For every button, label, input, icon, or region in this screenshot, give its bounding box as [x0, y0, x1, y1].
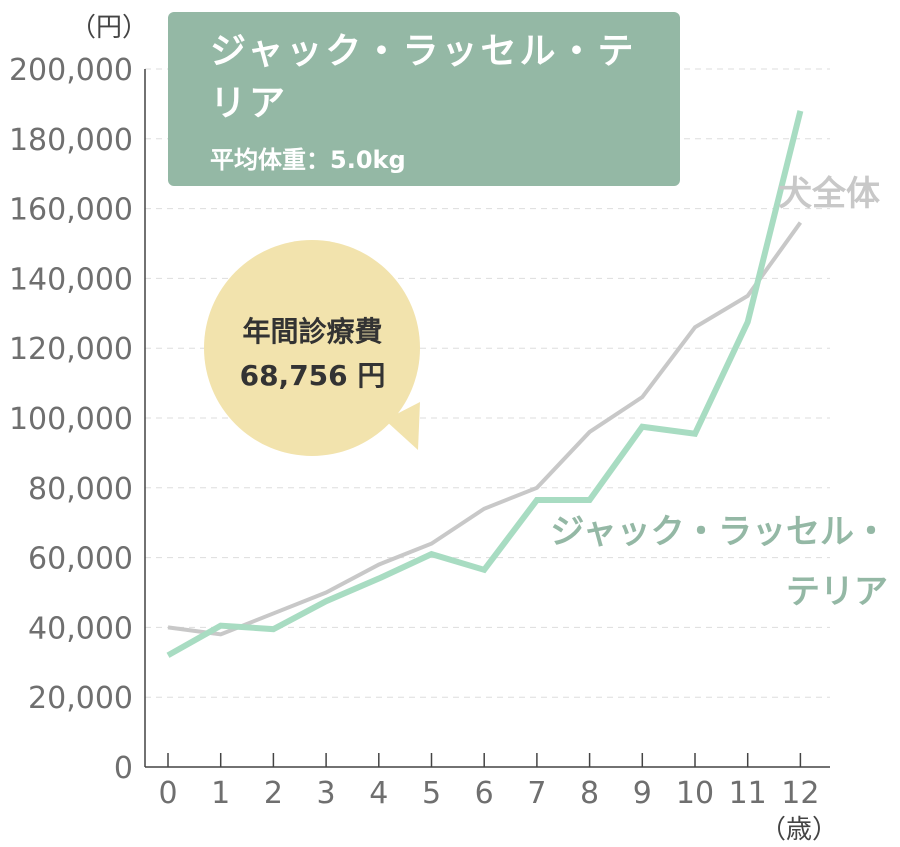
- callout-tail: [385, 402, 420, 450]
- x-tick-label: 3: [317, 776, 336, 811]
- y-tick-label: 20,000: [28, 681, 133, 716]
- y-tick-labels: 0 20,000 40,000 60,000 80,000 100,000 120,000 1…: [9, 53, 133, 786]
- y-tick-label: 140,000: [9, 262, 133, 297]
- chart-subtitle: 平均体重：5.0kg: [210, 146, 406, 174]
- y-tick-label: 80,000: [28, 472, 133, 507]
- series-label-jrt-line2: テリア: [786, 572, 888, 612]
- title-box: ジャック・ラッセル・テリア 平均体重：5.0kg: [168, 12, 680, 186]
- x-tick-label: 2: [264, 776, 283, 811]
- callout-text: 年間診療費 68,756 円: [205, 310, 420, 398]
- y-tick-label: 180,000: [9, 123, 133, 158]
- x-tick-labels: 0 1 2 3 4 5 6 7 8 9 10 11 12: [158, 776, 819, 811]
- x-tick-label: 12: [781, 776, 819, 811]
- x-tick-label: 0: [158, 776, 177, 811]
- y-tick-label: 0: [114, 751, 133, 786]
- y-tick-label: 40,000: [28, 611, 133, 646]
- series-label-all-dogs: 犬全体: [778, 174, 880, 214]
- x-tick-label: 6: [475, 776, 494, 811]
- x-tick-label: 4: [369, 776, 388, 811]
- y-tick-label: 120,000: [9, 332, 133, 367]
- series-line-jrt: [166, 110, 804, 658]
- x-axis-unit: （歳）: [760, 815, 838, 845]
- y-tick-label: 200,000: [9, 53, 133, 88]
- callout-circle: [204, 240, 420, 456]
- y-tick-label: 100,000: [9, 402, 133, 437]
- callout-value: 68,756 円: [239, 359, 386, 392]
- series-line-all-dogs: [167, 221, 803, 637]
- y-tick-label: 60,000: [28, 542, 133, 577]
- callout-bubble: [204, 240, 420, 456]
- x-tick-label: 10: [676, 776, 714, 811]
- x-tick-label: 1: [211, 776, 230, 811]
- axes: [144, 69, 830, 768]
- y-tick-label: 160,000: [9, 193, 133, 228]
- x-tick-label: 7: [527, 776, 546, 811]
- series-label-jrt-line1: ジャック・ラッセル・: [550, 512, 888, 552]
- series-lines: [166, 110, 804, 658]
- chart-title: ジャック・ラッセル・テリア: [210, 31, 637, 124]
- x-tick-label: 9: [633, 776, 652, 811]
- x-tick-label: 5: [422, 776, 441, 811]
- y-axis-unit: （円）: [70, 13, 148, 43]
- series-label-jrt: ジャック・ラッセル・ テリア: [550, 512, 888, 612]
- x-tick-label: 11: [729, 776, 767, 811]
- callout-label: 年間診療費: [242, 315, 383, 348]
- x-tick-label: 8: [580, 776, 599, 811]
